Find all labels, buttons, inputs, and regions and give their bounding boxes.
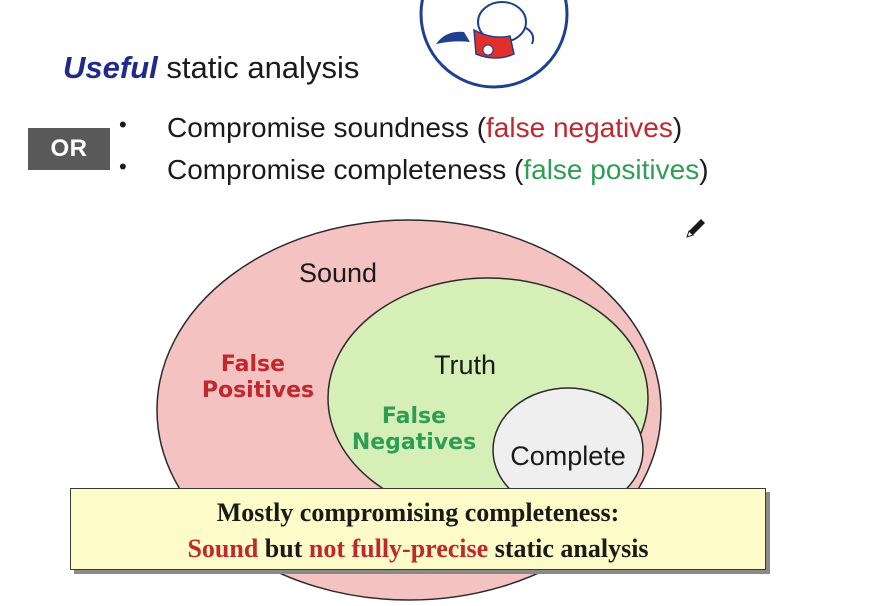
callout-line-1: Mostly compromising completeness: bbox=[216, 498, 620, 527]
or-badge: OR bbox=[28, 128, 110, 170]
callout-sound-text: Sound bbox=[187, 534, 259, 563]
bullet-suffix: ) bbox=[699, 154, 709, 185]
truth-label: Truth bbox=[434, 350, 496, 380]
false-negatives-highlight: false negatives bbox=[486, 112, 673, 143]
false-negatives-label-line2: Negatives bbox=[352, 430, 476, 455]
false-positives-label-line2: Positives bbox=[202, 378, 314, 403]
superhero-mascot-icon bbox=[419, 0, 569, 89]
title-emphasis: Useful bbox=[63, 50, 158, 85]
bullet-text: Compromise soundness (false negatives) bbox=[167, 112, 682, 144]
complete-label: Complete bbox=[510, 441, 626, 471]
sound-label: Sound bbox=[299, 258, 377, 288]
bullet-marker: • bbox=[119, 112, 127, 137]
bullet-text: Compromise completeness (false positives… bbox=[167, 154, 709, 186]
title-rest: static analysis bbox=[157, 50, 360, 85]
false-positives-highlight: false positives bbox=[523, 154, 700, 185]
bullet-marker: • bbox=[119, 154, 127, 179]
pencil-icon[interactable] bbox=[684, 216, 708, 240]
callout-end-text: static analysis bbox=[488, 534, 649, 563]
bullet-prefix: Compromise soundness ( bbox=[167, 112, 487, 143]
callout-box: Mostly compromising completeness: Sound … bbox=[70, 488, 766, 570]
false-positives-label-line1: False bbox=[221, 352, 285, 377]
false-negatives-label-line1: False bbox=[382, 404, 446, 429]
callout-not-precise-text: not fully-precise bbox=[308, 534, 489, 563]
bullet-suffix: ) bbox=[672, 112, 683, 143]
callout-line-2: Sound but not fully-precise static analy… bbox=[71, 531, 765, 567]
slide-title: Useful static analysis bbox=[63, 50, 359, 86]
bullet-prefix: Compromise completeness ( bbox=[167, 154, 524, 185]
callout-but-text: but bbox=[258, 534, 309, 563]
